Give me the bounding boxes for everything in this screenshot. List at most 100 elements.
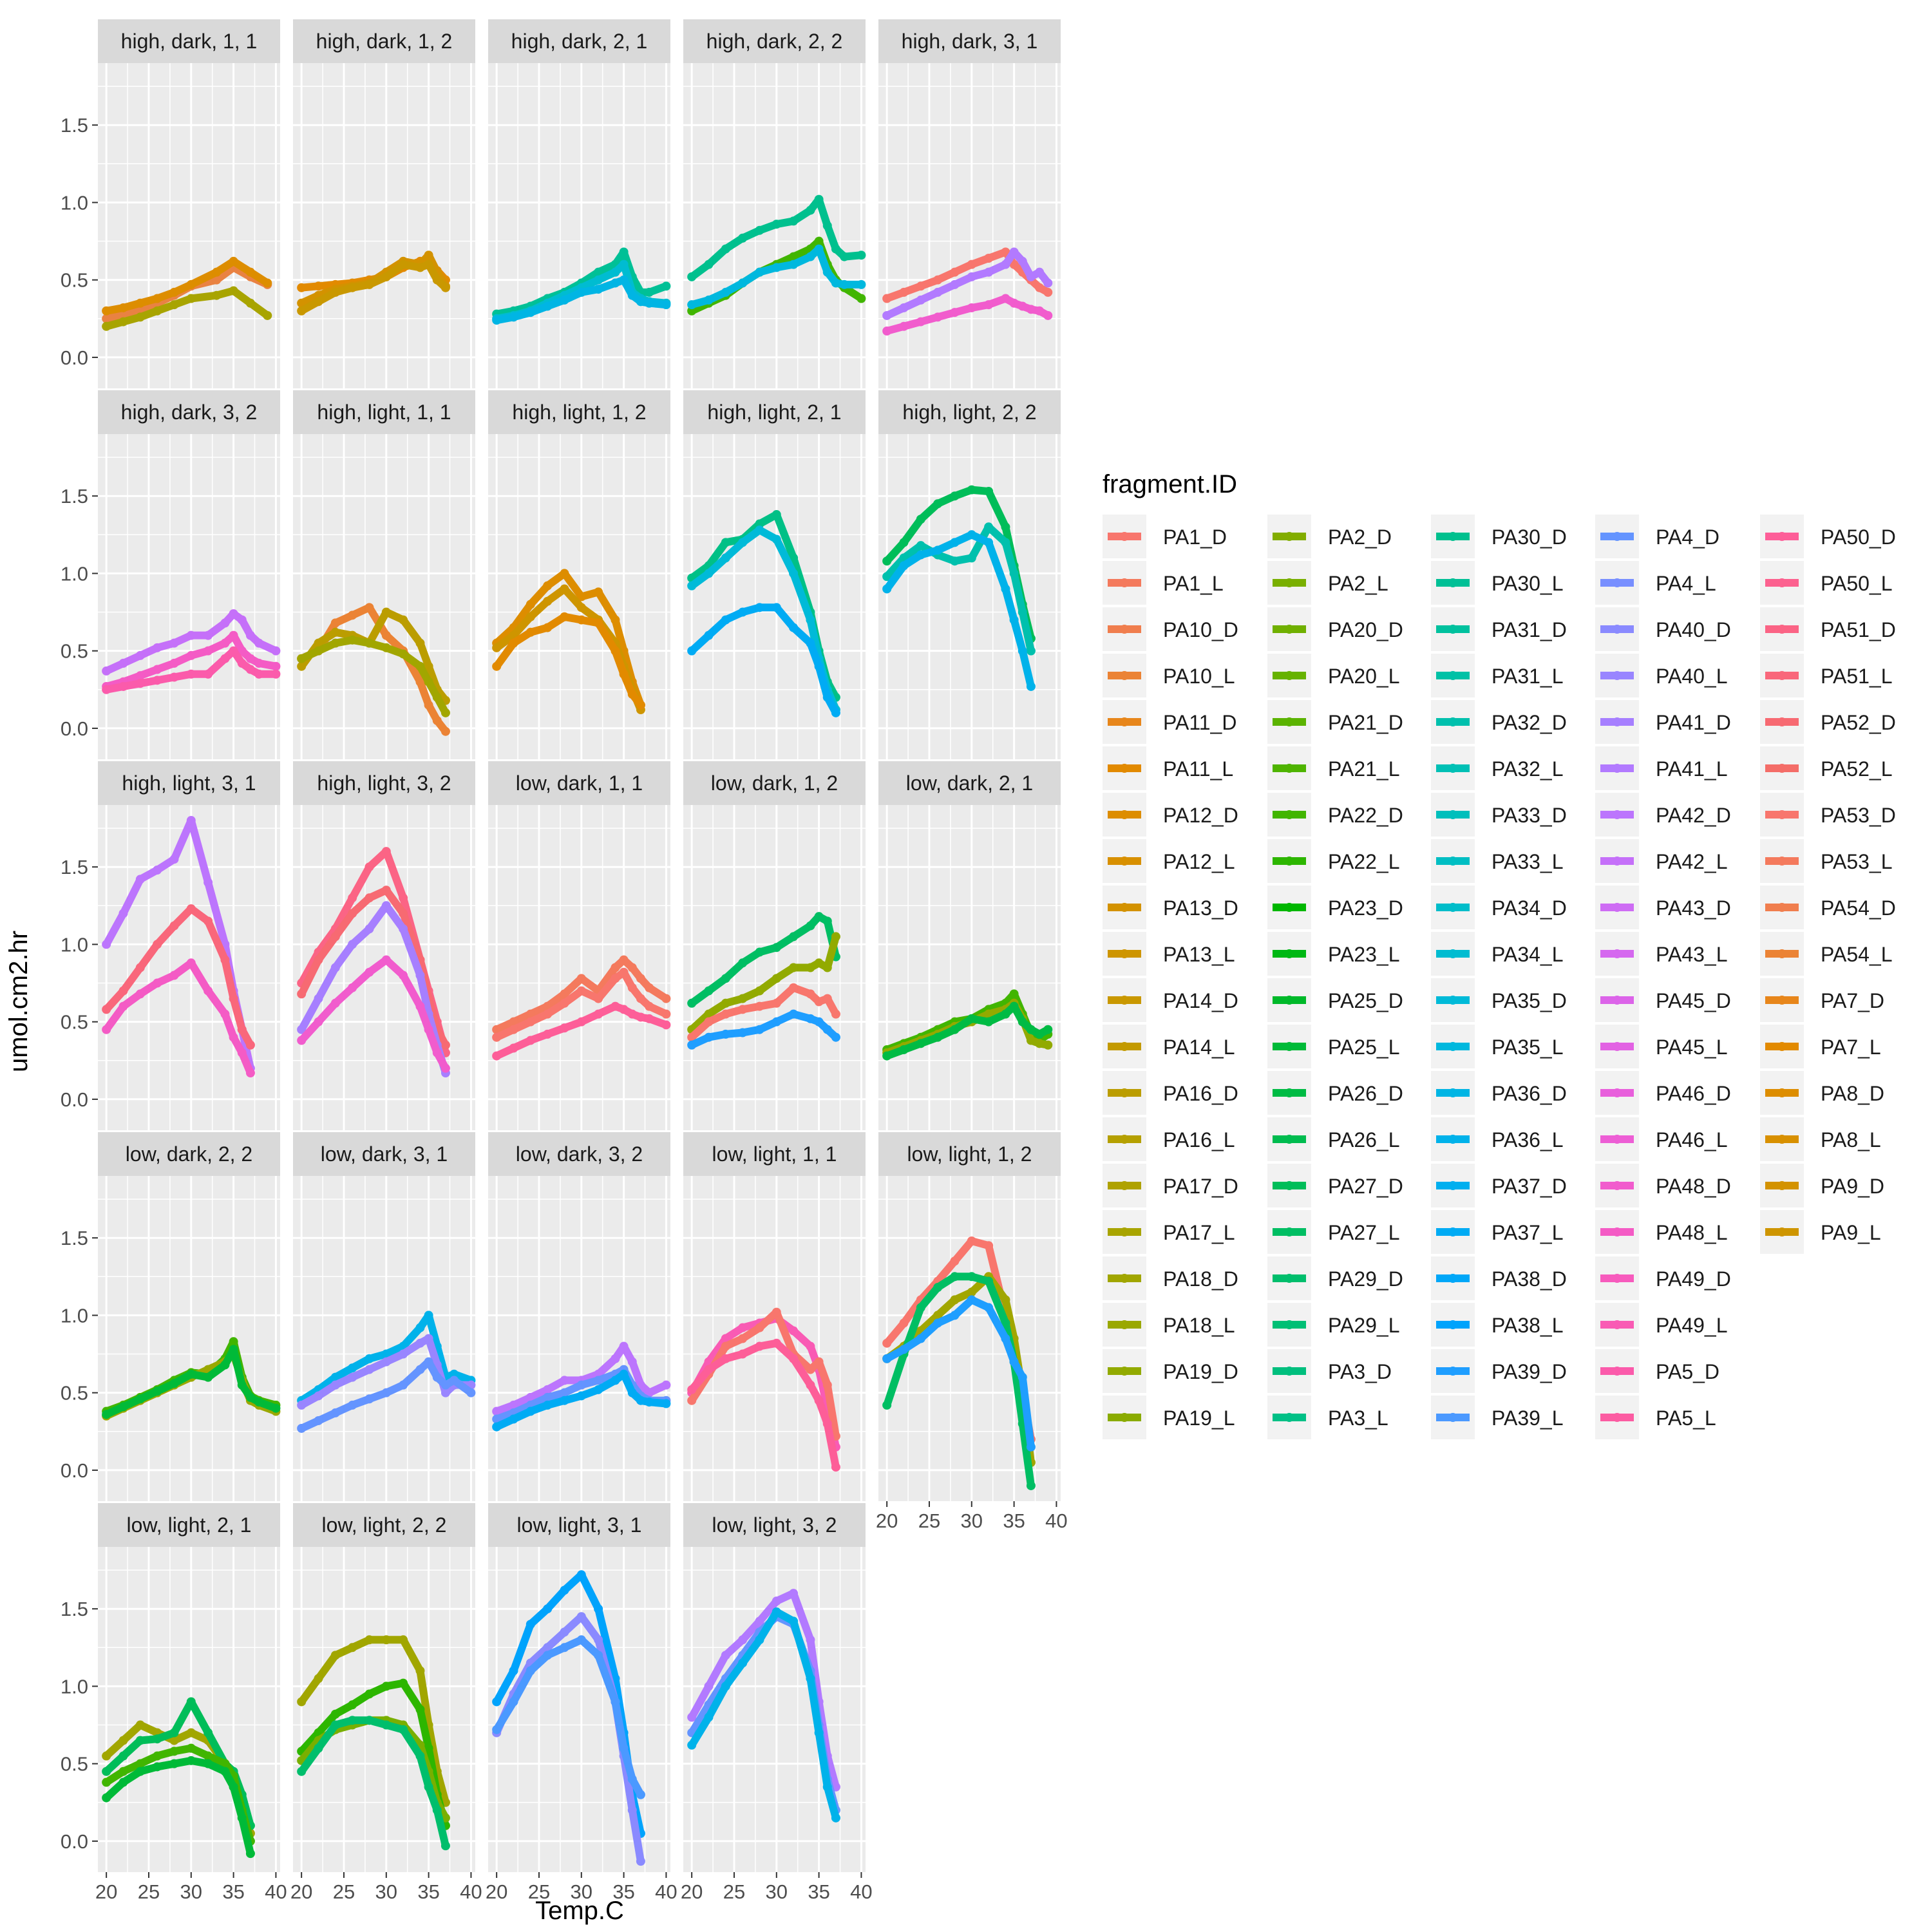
legend-item: PA50_D — [1760, 515, 1896, 558]
data-point — [687, 306, 697, 316]
data-point — [135, 875, 145, 884]
data-point — [330, 998, 340, 1008]
data-point — [738, 233, 748, 243]
legend-label: PA41_D — [1656, 711, 1731, 734]
data-point — [967, 272, 976, 281]
data-point — [543, 1029, 553, 1039]
data-point — [950, 1025, 960, 1034]
legend-item: PA38_L — [1431, 1303, 1564, 1347]
legend-label: PA33_D — [1492, 804, 1567, 827]
data-point — [916, 317, 925, 327]
data-point — [560, 612, 569, 621]
data-point — [560, 1376, 569, 1385]
data-point — [348, 283, 357, 292]
data-point — [297, 1423, 307, 1433]
legend-label: PA32_L — [1492, 757, 1564, 781]
data-point — [314, 955, 323, 965]
data-point — [102, 306, 111, 316]
data-point — [424, 251, 433, 260]
data-point — [738, 1028, 748, 1037]
data-point — [933, 1032, 943, 1042]
data-point — [772, 220, 781, 229]
data-point — [297, 1036, 307, 1045]
legend-label: PA17_D — [1163, 1175, 1238, 1198]
data-point — [984, 267, 994, 277]
legend-item: PA33_D — [1431, 793, 1567, 837]
data-point — [254, 669, 264, 679]
data-point — [576, 974, 586, 983]
panel-background — [98, 1176, 280, 1501]
x-tick-label: 20 — [290, 1880, 312, 1903]
data-point — [543, 1392, 553, 1402]
data-point — [899, 561, 909, 571]
legend-label: PA43_D — [1656, 896, 1731, 920]
data-point — [611, 974, 620, 983]
data-point — [415, 677, 425, 687]
data-point — [1009, 260, 1019, 269]
data-point — [153, 665, 162, 674]
legend-label: PA53_L — [1821, 850, 1893, 873]
data-point — [220, 654, 230, 663]
facet-strip — [98, 761, 280, 805]
data-point — [381, 1388, 391, 1397]
data-point — [1001, 584, 1010, 594]
data-point — [229, 646, 238, 656]
data-point — [297, 306, 307, 316]
legend-key-point — [1448, 857, 1457, 866]
data-point — [916, 1303, 925, 1312]
facet-panel: low, light, 3, 1 20 25 30 35 40 — [486, 1503, 677, 1903]
data-point — [415, 1323, 425, 1332]
y-tick-label: 1.5 — [61, 1598, 88, 1620]
legend-key-point — [1285, 857, 1294, 866]
legend-item: PA51_L — [1760, 654, 1893, 697]
legend-item: PA35_L — [1431, 1025, 1564, 1068]
legend-label: PA38_D — [1492, 1267, 1567, 1291]
facet-strip — [98, 390, 280, 434]
legend-item: PA16_D — [1103, 1071, 1238, 1115]
data-point — [424, 260, 433, 269]
data-point — [348, 909, 357, 918]
data-point — [365, 1365, 374, 1374]
data-point — [857, 251, 866, 260]
data-point — [857, 294, 866, 303]
data-point — [721, 1029, 730, 1039]
data-point — [381, 630, 391, 640]
data-point — [738, 1635, 748, 1645]
data-point — [169, 658, 179, 668]
data-point — [212, 275, 222, 285]
data-point — [245, 1849, 255, 1859]
data-point — [415, 1751, 425, 1761]
legend-item: PA49_D — [1595, 1256, 1731, 1300]
legend-item: PA32_L — [1431, 746, 1564, 790]
data-point — [789, 623, 799, 632]
legend-item: PA32_D — [1431, 700, 1567, 744]
legend-item: PA22_L — [1267, 839, 1400, 883]
data-point — [237, 1380, 247, 1390]
data-point — [755, 1025, 764, 1034]
legend-key-point — [1285, 1274, 1294, 1283]
data-point — [882, 1354, 892, 1363]
data-point — [1018, 1372, 1027, 1382]
data-point — [916, 1334, 925, 1343]
legend-key-point — [1448, 764, 1457, 773]
y-tick-label: 0.0 — [61, 1459, 88, 1482]
panel-background — [488, 1547, 670, 1872]
data-point — [1035, 283, 1045, 292]
data-point — [1018, 607, 1027, 617]
legend-item: PA54_L — [1760, 932, 1893, 976]
legend-item: PA2_L — [1267, 561, 1388, 605]
data-point — [1001, 1318, 1010, 1328]
data-point — [102, 1751, 111, 1761]
data-point — [916, 515, 925, 524]
legend-label: PA48_D — [1656, 1175, 1731, 1198]
data-point — [1035, 306, 1045, 316]
data-point — [153, 978, 162, 988]
legend-label: PA35_D — [1492, 989, 1567, 1012]
data-point — [348, 1372, 357, 1382]
data-point — [543, 1400, 553, 1410]
facet-strip-label: low, dark, 2, 1 — [906, 772, 1033, 795]
legend-item: PA18_D — [1103, 1256, 1238, 1300]
legend-item: PA52_D — [1760, 700, 1896, 744]
facet-strip-label: high, dark, 3, 2 — [121, 401, 258, 424]
legend-item: PA5_D — [1595, 1349, 1719, 1393]
